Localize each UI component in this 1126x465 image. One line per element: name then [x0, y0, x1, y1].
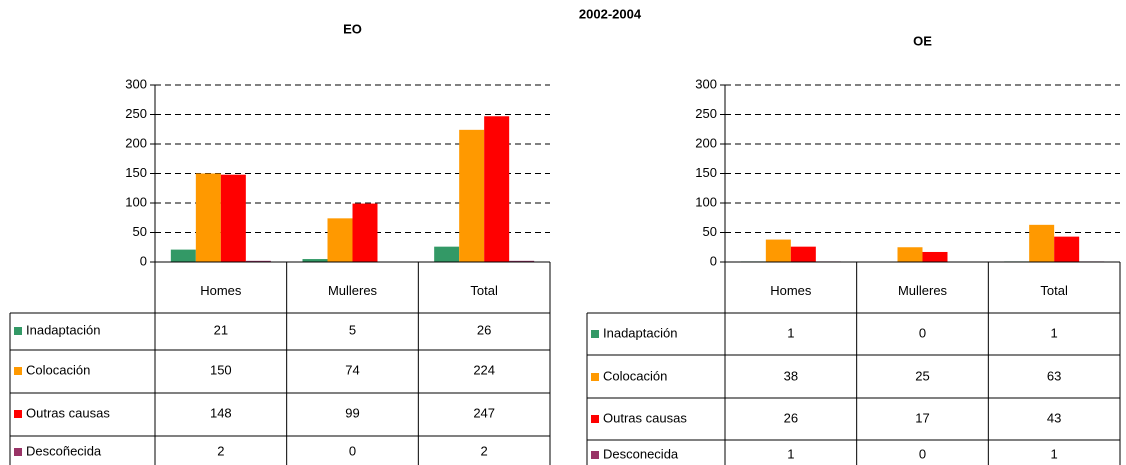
table-cell: 5 — [349, 322, 356, 337]
y-tick-label: 250 — [125, 106, 147, 121]
legend-label: Inadaptación — [603, 325, 677, 340]
table-cell: 1 — [1051, 446, 1058, 461]
bar — [302, 259, 328, 262]
bar — [1029, 224, 1055, 262]
table-cell: 150 — [210, 362, 232, 377]
legend-label: Descoñecida — [26, 443, 102, 458]
bar — [922, 251, 948, 262]
bar — [509, 260, 535, 262]
legend-swatch — [591, 373, 599, 381]
legend-swatch — [14, 327, 22, 335]
table-cell: 17 — [915, 410, 929, 425]
y-tick-label: 200 — [125, 135, 147, 150]
bar — [897, 247, 923, 262]
y-tick-label: 300 — [695, 76, 717, 91]
table-cell: 2 — [217, 443, 224, 458]
legend-swatch — [591, 451, 599, 459]
table-cell: 43 — [1047, 410, 1061, 425]
table-cell: 0 — [919, 325, 926, 340]
y-tick-label: 100 — [695, 194, 717, 209]
legend-swatch — [591, 330, 599, 338]
y-tick-label: 300 — [125, 76, 147, 91]
bar — [484, 116, 510, 263]
bar — [170, 249, 196, 262]
y-tick-label: 150 — [125, 165, 147, 180]
legend-label: Inadaptación — [26, 322, 100, 337]
table-cell: 38 — [784, 368, 798, 383]
bar — [765, 239, 791, 262]
category-label: Mulleres — [898, 283, 948, 298]
table-cell: 224 — [473, 362, 495, 377]
table-cell: 99 — [345, 405, 359, 420]
y-tick-label: 200 — [695, 135, 717, 150]
legend-swatch — [14, 367, 22, 375]
bar — [220, 174, 246, 262]
table-cell: 25 — [915, 368, 929, 383]
category-label: Homes — [770, 283, 812, 298]
legend-label: Outras causas — [26, 405, 110, 420]
category-label: Mulleres — [328, 283, 378, 298]
chart-title: EO — [343, 21, 362, 36]
bar — [352, 203, 378, 262]
chart-title: OE — [913, 33, 932, 48]
page-title: 2002-2004 — [579, 6, 642, 21]
table-cell: 1 — [1051, 325, 1058, 340]
legend-swatch — [14, 410, 22, 418]
y-tick-label: 250 — [695, 106, 717, 121]
table-cell: 1 — [787, 446, 794, 461]
bar — [327, 218, 353, 262]
category-label: Total — [470, 283, 498, 298]
bar — [434, 246, 460, 262]
legend-label: Colocación — [26, 362, 90, 377]
table-cell: 74 — [345, 362, 359, 377]
legend-swatch — [591, 415, 599, 423]
table-cell: 63 — [1047, 368, 1061, 383]
table-cell: 26 — [477, 322, 491, 337]
table-cell: 1 — [787, 325, 794, 340]
table-cell: 247 — [473, 405, 495, 420]
bar — [459, 129, 485, 262]
y-tick-label: 50 — [133, 224, 147, 239]
y-tick-label: 100 — [125, 194, 147, 209]
bar — [195, 173, 221, 262]
table-cell: 0 — [349, 443, 356, 458]
bar — [245, 260, 271, 262]
legend-label: Outras causas — [603, 410, 687, 425]
legend-swatch — [14, 448, 22, 456]
table-cell: 0 — [919, 446, 926, 461]
table-cell: 26 — [784, 410, 798, 425]
table-cell: 148 — [210, 405, 232, 420]
bar — [790, 246, 816, 262]
legend-label: Desconecida — [603, 446, 679, 461]
category-label: Total — [1040, 283, 1068, 298]
legend-label: Colocación — [603, 368, 667, 383]
category-label: Homes — [200, 283, 242, 298]
bar — [1054, 236, 1080, 262]
table-cell: 2 — [481, 443, 488, 458]
y-tick-label: 150 — [695, 165, 717, 180]
y-tick-label: 0 — [140, 253, 147, 268]
y-tick-label: 50 — [703, 224, 717, 239]
table-cell: 21 — [214, 322, 228, 337]
y-tick-label: 0 — [710, 253, 717, 268]
